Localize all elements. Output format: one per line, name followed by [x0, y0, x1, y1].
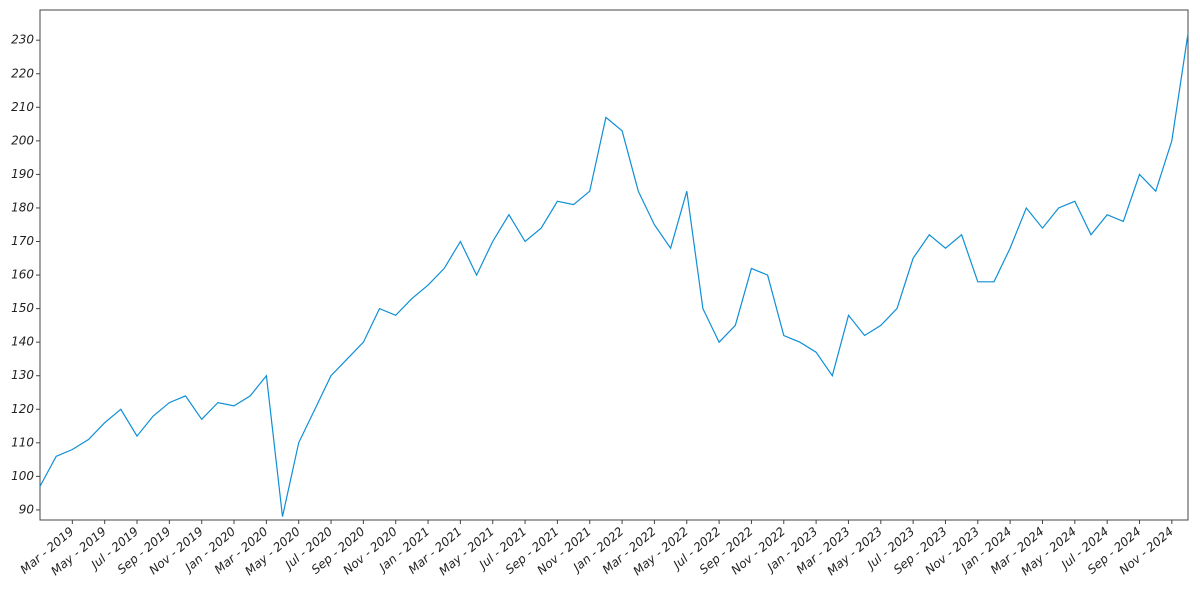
y-tick-label: 110 [11, 435, 34, 449]
y-tick-label: 170 [11, 234, 34, 248]
y-tick-label: 200 [11, 133, 34, 147]
y-tick-label: 140 [11, 335, 34, 349]
plot-frame [39, 9, 1189, 521]
y-tick-label: 120 [11, 402, 34, 416]
y-tick-label: 190 [11, 167, 34, 181]
price-line [39, 33, 1189, 517]
y-tick-label: 210 [11, 100, 34, 114]
y-tick-label: 220 [11, 66, 34, 80]
y-tick-label: 160 [11, 268, 34, 282]
y-tick-label: 150 [11, 301, 34, 315]
y-tick-label: 130 [11, 368, 34, 382]
y-tick-label: 180 [11, 200, 34, 214]
y-tick-label: 100 [11, 469, 34, 483]
y-tick-label: 230 [11, 33, 34, 47]
y-tick-label: 90 [19, 502, 35, 516]
